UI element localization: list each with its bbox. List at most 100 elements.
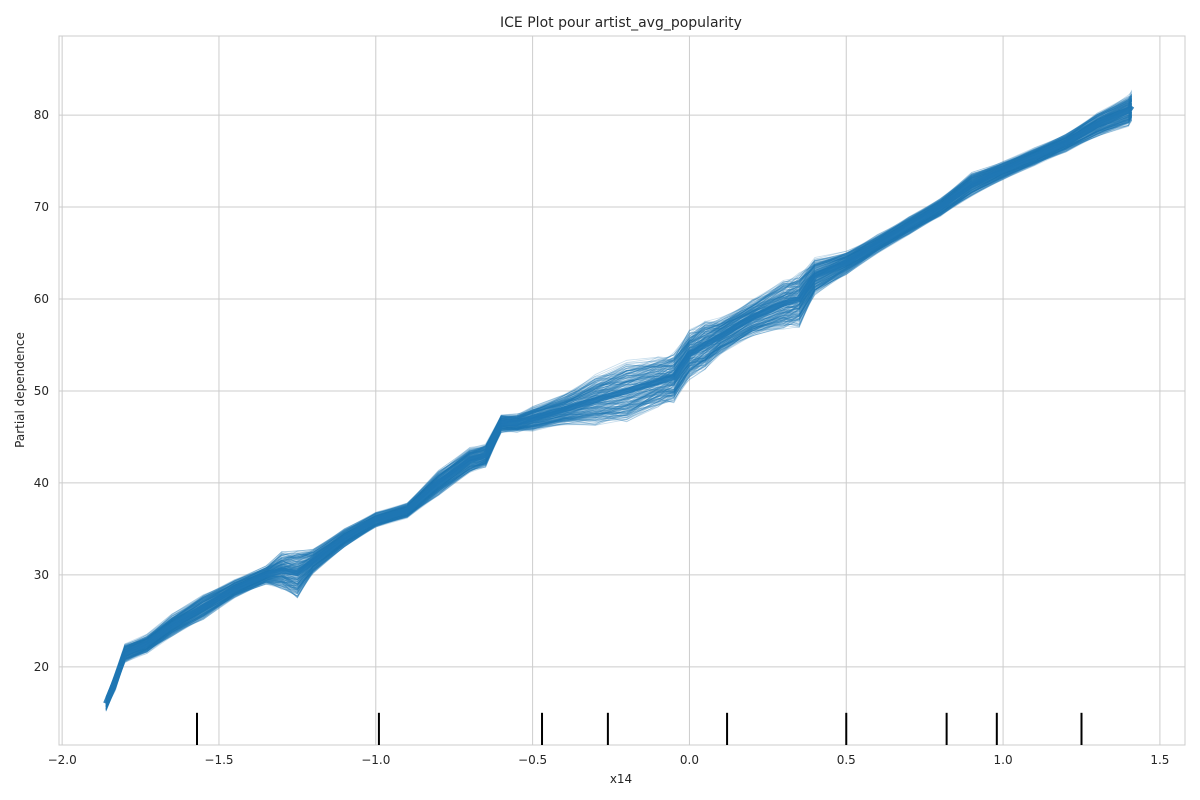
ice-line bbox=[105, 98, 1133, 701]
ice-line bbox=[105, 101, 1133, 701]
ice-line bbox=[105, 96, 1133, 700]
ice-line bbox=[105, 117, 1133, 709]
y-tick-label: 40 bbox=[34, 476, 49, 490]
ice-line bbox=[105, 109, 1133, 706]
ice-line bbox=[105, 120, 1133, 709]
ice-line bbox=[105, 119, 1132, 709]
ice-line bbox=[105, 118, 1132, 709]
y-tick-label: 20 bbox=[34, 660, 49, 674]
ice-line bbox=[105, 112, 1132, 706]
ice-line bbox=[105, 94, 1133, 700]
ice-line bbox=[105, 115, 1132, 707]
ice-line bbox=[105, 96, 1133, 701]
ice-line bbox=[105, 98, 1133, 699]
gridlines bbox=[59, 36, 1185, 745]
ice-line bbox=[105, 93, 1133, 700]
ice-line bbox=[105, 117, 1133, 710]
ice-line bbox=[105, 118, 1132, 710]
ice-line bbox=[105, 114, 1132, 709]
ice-line bbox=[105, 95, 1132, 699]
ice-line bbox=[105, 95, 1133, 699]
ice-line bbox=[105, 118, 1132, 707]
ice-line bbox=[105, 96, 1133, 702]
ice-line bbox=[105, 117, 1132, 710]
ice-line bbox=[105, 114, 1132, 707]
ice-line bbox=[105, 96, 1133, 700]
ice-line bbox=[105, 116, 1132, 711]
ice-line bbox=[105, 114, 1133, 706]
ice-line bbox=[105, 97, 1132, 701]
ice-line bbox=[105, 111, 1133, 707]
ice-line bbox=[105, 117, 1133, 707]
ice-line bbox=[105, 109, 1133, 706]
ice-line bbox=[105, 119, 1133, 709]
ice-line bbox=[105, 117, 1133, 707]
ice-line bbox=[105, 115, 1132, 710]
ice-line bbox=[105, 93, 1133, 700]
ice-line bbox=[105, 100, 1133, 701]
ice-line bbox=[105, 98, 1132, 699]
ice-line bbox=[105, 95, 1133, 702]
ice-line bbox=[105, 118, 1133, 710]
ice-line bbox=[105, 97, 1133, 701]
ice-line bbox=[105, 97, 1132, 702]
ice-line bbox=[105, 118, 1132, 710]
ice-line bbox=[105, 94, 1133, 698]
ice-line bbox=[105, 95, 1133, 698]
ice-lines bbox=[103, 89, 1135, 712]
x-tick-label: −1.5 bbox=[204, 753, 233, 767]
ice-line bbox=[105, 94, 1132, 699]
ice-line bbox=[105, 99, 1133, 699]
ice-line bbox=[105, 95, 1133, 698]
ice-line bbox=[105, 112, 1133, 707]
x-tick-label: 1.5 bbox=[1150, 753, 1169, 767]
ice-line bbox=[105, 121, 1132, 710]
ice-line bbox=[105, 109, 1133, 706]
ice-line bbox=[105, 112, 1133, 708]
ice-line bbox=[105, 114, 1133, 711]
ice-line bbox=[105, 99, 1132, 698]
ice-line bbox=[105, 96, 1132, 698]
ice-line bbox=[105, 111, 1133, 707]
ice-line bbox=[105, 115, 1132, 710]
ice-line bbox=[105, 98, 1132, 701]
ice-line bbox=[105, 116, 1133, 712]
ice-line bbox=[105, 119, 1132, 712]
ice-line bbox=[105, 115, 1133, 710]
x-axis-ticks: −2.0 −1.5 −1.0 −0.5 0.0 0.5 1.0 1.5 bbox=[48, 753, 1170, 767]
ice-line bbox=[105, 97, 1132, 698]
ice-line bbox=[105, 115, 1132, 707]
ice-line bbox=[105, 114, 1133, 710]
ice-line bbox=[105, 115, 1133, 711]
rug-marks bbox=[196, 712, 1083, 745]
ice-line bbox=[105, 93, 1133, 698]
ice-line bbox=[105, 108, 1133, 707]
ice-line bbox=[105, 119, 1133, 710]
ice-line bbox=[105, 100, 1132, 699]
y-tick-label: 80 bbox=[34, 108, 49, 122]
ice-line bbox=[105, 113, 1132, 709]
x-tick-label: 0.5 bbox=[837, 753, 856, 767]
ice-line bbox=[105, 112, 1132, 706]
ice-line bbox=[105, 112, 1133, 710]
ice-line bbox=[105, 116, 1133, 711]
ice-line bbox=[105, 95, 1132, 698]
ice-line bbox=[105, 112, 1133, 708]
y-tick-label: 30 bbox=[34, 568, 49, 582]
ice-line bbox=[105, 114, 1132, 709]
ice-line-dense-band bbox=[103, 104, 1135, 705]
ice-line bbox=[105, 112, 1132, 706]
ice-line bbox=[105, 91, 1133, 699]
ice-line bbox=[105, 111, 1133, 710]
ice-line bbox=[105, 98, 1132, 698]
ice-line bbox=[105, 114, 1133, 709]
x-tick-label: −2.0 bbox=[48, 753, 77, 767]
ice-line bbox=[105, 94, 1133, 700]
chart-title: ICE Plot pour artist_avg_popularity bbox=[500, 15, 742, 31]
ice-line bbox=[105, 99, 1133, 702]
ice-line bbox=[105, 115, 1133, 710]
ice-line bbox=[105, 116, 1132, 710]
ice-line bbox=[105, 107, 1133, 707]
ice-line bbox=[105, 100, 1132, 702]
